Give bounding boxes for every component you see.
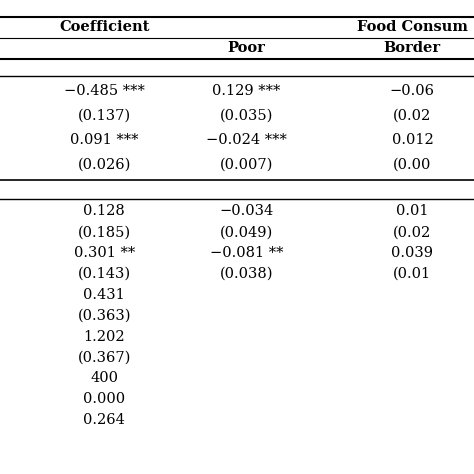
Text: 0.301 **: 0.301 ** xyxy=(73,246,135,260)
Text: −0.485 ***: −0.485 *** xyxy=(64,84,145,98)
Text: −0.06: −0.06 xyxy=(390,84,435,98)
Text: (0.00: (0.00 xyxy=(393,158,431,172)
Text: −0.024 ***: −0.024 *** xyxy=(206,133,287,147)
Text: 0.01: 0.01 xyxy=(396,204,428,219)
Text: (0.035): (0.035) xyxy=(220,109,273,123)
Text: 0.039: 0.039 xyxy=(392,246,433,260)
Text: (0.01: (0.01 xyxy=(393,267,431,281)
Text: 400: 400 xyxy=(90,371,118,385)
Text: (0.038): (0.038) xyxy=(220,267,273,281)
Text: 0.091 ***: 0.091 *** xyxy=(70,133,138,147)
Text: (0.363): (0.363) xyxy=(78,309,131,323)
Text: Food Consum: Food Consum xyxy=(357,20,468,35)
Text: (0.367): (0.367) xyxy=(78,350,131,365)
Text: 0.000: 0.000 xyxy=(83,392,125,406)
Text: Border: Border xyxy=(384,41,441,55)
Text: 1.202: 1.202 xyxy=(83,329,125,344)
Text: −0.034: −0.034 xyxy=(219,204,273,219)
Text: 0.129 ***: 0.129 *** xyxy=(212,84,281,98)
Text: Coefficient: Coefficient xyxy=(59,20,149,35)
Text: 0.128: 0.128 xyxy=(83,204,125,219)
Text: (0.185): (0.185) xyxy=(78,225,131,239)
Text: 0.431: 0.431 xyxy=(83,288,125,302)
Text: (0.02: (0.02 xyxy=(393,225,431,239)
Text: Poor: Poor xyxy=(228,41,265,55)
Text: (0.049): (0.049) xyxy=(220,225,273,239)
Text: (0.007): (0.007) xyxy=(220,158,273,172)
Text: 0.264: 0.264 xyxy=(83,413,125,427)
Text: (0.137): (0.137) xyxy=(78,109,131,123)
Text: (0.143): (0.143) xyxy=(78,267,131,281)
Text: (0.02: (0.02 xyxy=(393,109,431,123)
Text: −0.081 **: −0.081 ** xyxy=(210,246,283,260)
Text: 0.012: 0.012 xyxy=(392,133,433,147)
Text: (0.026): (0.026) xyxy=(78,158,131,172)
